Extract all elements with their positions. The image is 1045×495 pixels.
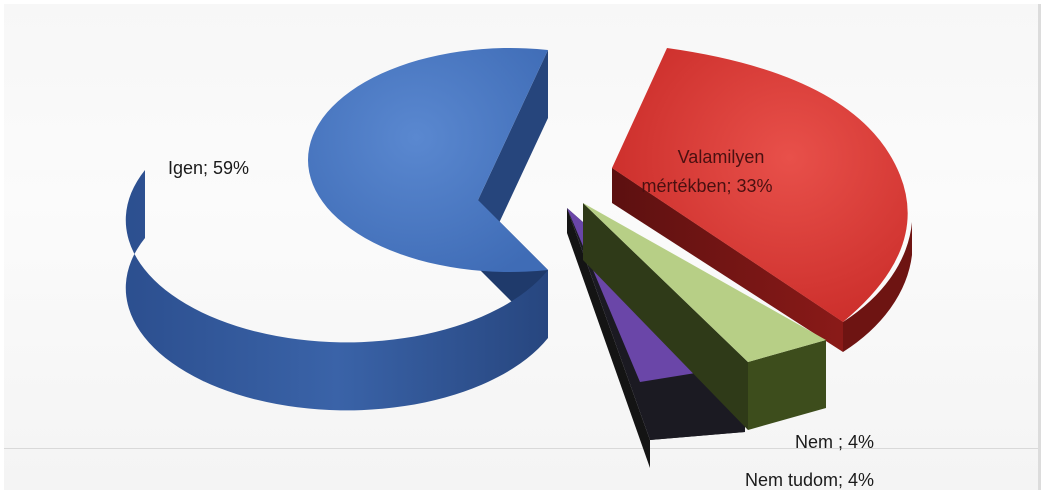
slice-valamilyen-top [612, 48, 908, 322]
slice-nem-top [583, 203, 826, 362]
slice-nem-side-left [583, 203, 748, 430]
slice-nem [583, 203, 826, 430]
slice-nem-side-front [748, 340, 826, 430]
slice-igen-top [307, 48, 548, 273]
slice-igen-side [125, 170, 548, 411]
slice-valamilyen-side [843, 222, 912, 352]
chart-baseline [4, 448, 1038, 449]
slice-igen-label: Igen; 59% [168, 158, 249, 178]
slice-valamilyen: Valamilyen mértékben; 33% [612, 48, 912, 352]
slice-nem-tudom-side-left [567, 208, 650, 468]
slice-igen: Igen; 59% [125, 48, 548, 411]
slice-nem-label: Nem ; 4% [795, 432, 874, 452]
slice-valamilyen-label-line2: mértékben; 33% [641, 176, 772, 196]
slice-valamilyen-label-line1: Valamilyen [678, 147, 765, 167]
slice-nem-tudom-label: Nem tudom; 4% [745, 470, 874, 490]
slice-valamilyen-front [612, 168, 843, 352]
slice-igen-inner-wall [478, 50, 548, 268]
